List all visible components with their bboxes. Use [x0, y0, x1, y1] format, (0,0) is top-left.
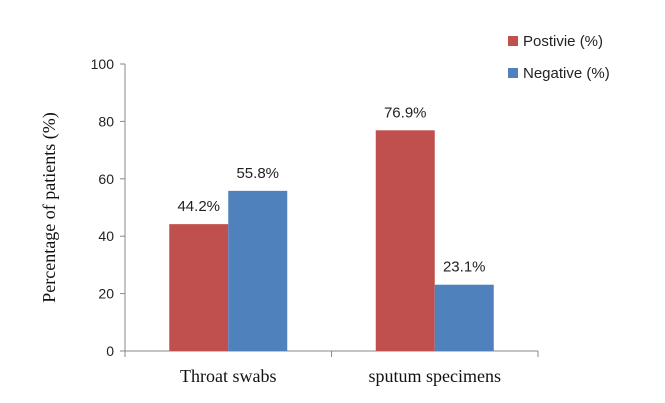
bar	[228, 190, 288, 351]
bar	[375, 130, 435, 351]
x-category-label: sputum specimens	[369, 366, 502, 386]
y-tick-label: 20	[98, 286, 114, 302]
bar-data-label: 55.8%	[236, 165, 279, 182]
x-category-label: Throat swabs	[180, 366, 276, 386]
legend-swatch	[508, 36, 518, 46]
x-axis: Throat swabs sputum specimens	[124, 350, 539, 386]
bar	[434, 284, 494, 351]
y-tick-label: 60	[98, 171, 114, 187]
y-tick-label: 40	[98, 228, 114, 244]
y-tick-label: 80	[98, 113, 114, 129]
legend: Postivie (%) Negative (%)	[508, 33, 610, 82]
y-tick-label: 100	[91, 56, 115, 72]
bars: 44.2% 55.8% 76.9% 23.1%	[169, 104, 494, 351]
bar-data-label: 44.2%	[177, 198, 220, 215]
bar-data-label: 76.9%	[384, 104, 427, 121]
bar-data-label: 23.1%	[443, 259, 486, 276]
legend-label: Postivie (%)	[523, 33, 603, 50]
bar	[169, 224, 229, 351]
y-tick-label: 0	[106, 343, 114, 359]
legend-swatch	[508, 68, 518, 78]
legend-label: Negative (%)	[523, 65, 610, 82]
y-axis-title: Percentage of patients (%)	[39, 112, 60, 302]
y-axis: 0 20 40 60 80 100	[91, 56, 126, 359]
